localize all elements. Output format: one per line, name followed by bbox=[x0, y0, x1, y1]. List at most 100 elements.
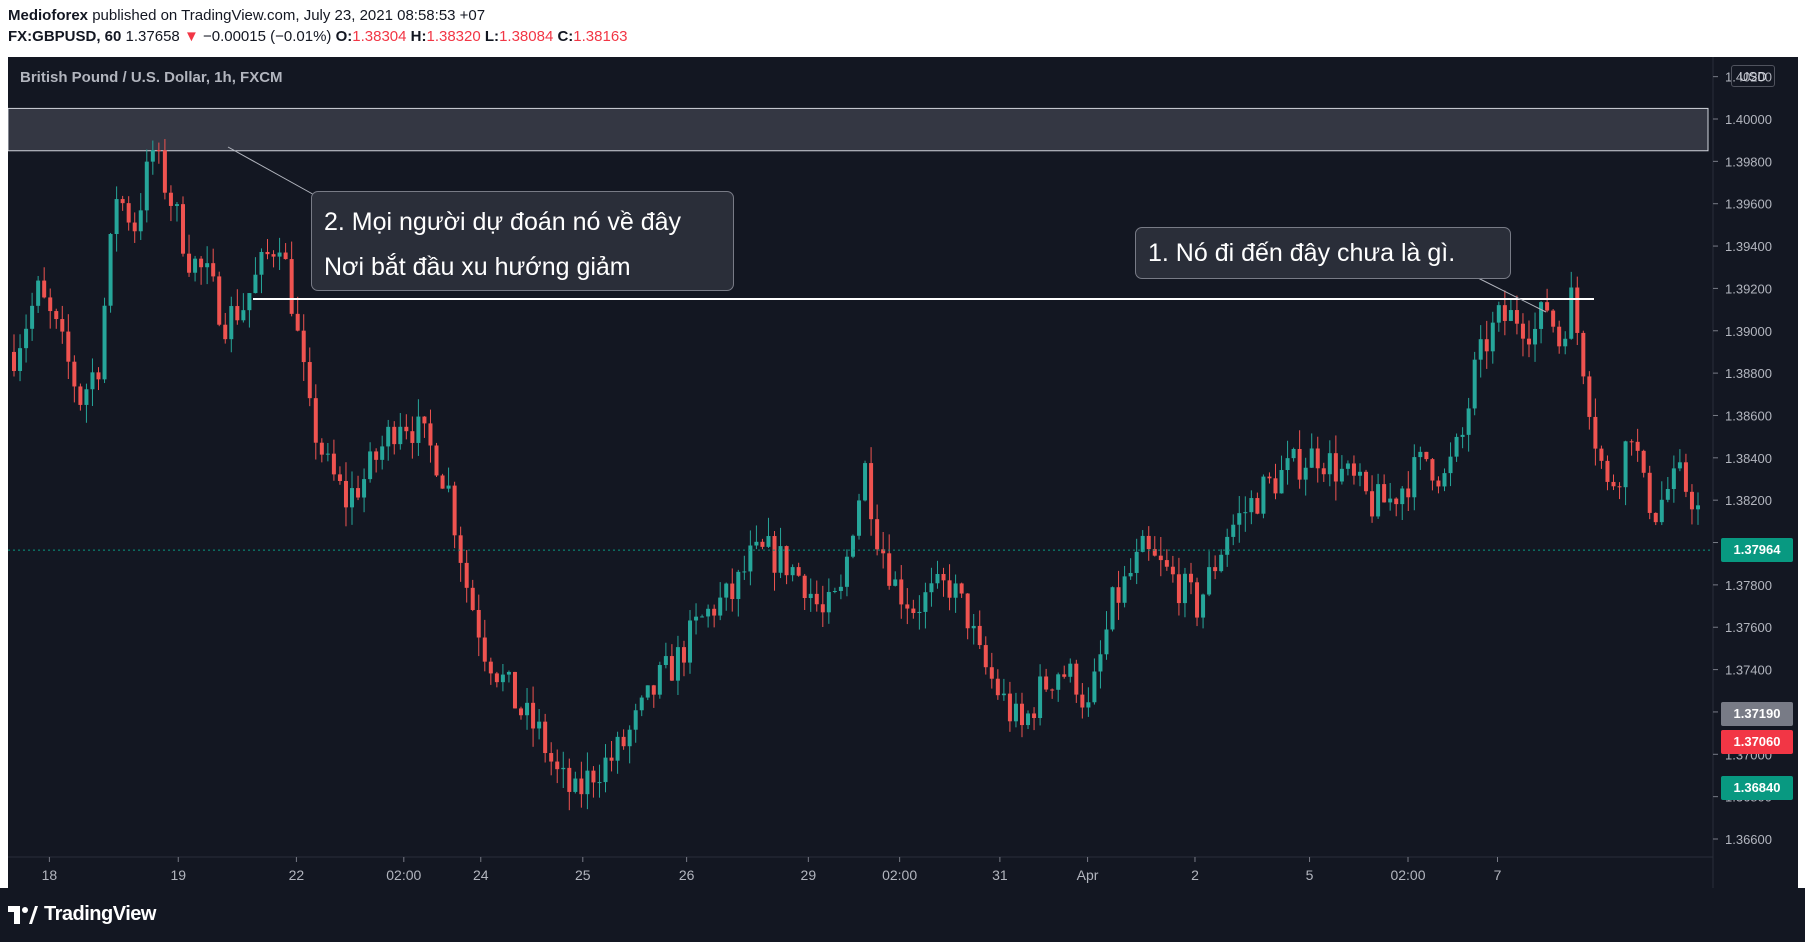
candle-body bbox=[1339, 468, 1344, 482]
candle-body bbox=[1581, 332, 1586, 377]
candle-body bbox=[1526, 338, 1531, 345]
candle-body bbox=[126, 203, 131, 223]
price-tick-label: 1.39600 bbox=[1725, 197, 1772, 212]
candle-body bbox=[1080, 694, 1085, 708]
candle-body bbox=[1104, 629, 1109, 655]
price-tick-label: 1.40000 bbox=[1725, 112, 1772, 127]
currency-label[interactable]: USD bbox=[1731, 65, 1775, 87]
candle-body bbox=[1068, 663, 1073, 677]
candle-body bbox=[211, 263, 216, 277]
price-tag[interactable]: 1.36840 bbox=[1721, 776, 1793, 801]
candle-body bbox=[1436, 480, 1441, 487]
candle-body bbox=[295, 313, 300, 331]
price-tick-label: 1.37800 bbox=[1725, 578, 1772, 593]
candle-body bbox=[748, 545, 753, 572]
candle-body bbox=[1689, 491, 1694, 510]
price-tag[interactable]: 1.37060 bbox=[1721, 729, 1793, 754]
candle-body bbox=[301, 330, 306, 363]
candle-body bbox=[1013, 703, 1018, 722]
candle-body bbox=[488, 661, 493, 674]
candle-body bbox=[935, 574, 940, 584]
candle-body bbox=[18, 348, 23, 371]
candle-body bbox=[1315, 448, 1320, 469]
ohlc-legend: FX:GBPUSD, 60 1.37658 ▼ −0.00015 (−0.01%… bbox=[8, 28, 628, 45]
candle-body bbox=[1677, 462, 1682, 469]
candle-body bbox=[1056, 674, 1061, 690]
candle-body bbox=[1460, 434, 1465, 437]
candle-body bbox=[941, 574, 946, 581]
callout-1[interactable]: 1. Nó đi đến đây chưa là gì. bbox=[1135, 227, 1511, 279]
candle-body bbox=[657, 665, 662, 695]
candle-body bbox=[398, 426, 403, 445]
tradingview-logo[interactable]: TradingView bbox=[8, 903, 156, 926]
candle-body bbox=[404, 426, 409, 432]
time-tick-label: 02:00 bbox=[882, 867, 917, 883]
candle-body bbox=[343, 481, 348, 508]
candle-body bbox=[1551, 310, 1556, 327]
candle-body bbox=[1062, 674, 1067, 677]
candle-body bbox=[609, 757, 614, 761]
candle-body bbox=[1388, 498, 1393, 503]
candle-body bbox=[820, 604, 825, 613]
callout-2[interactable]: 2. Mọi người dự đoán nó về đây Nơi bắt đ… bbox=[311, 191, 734, 291]
candle-body bbox=[621, 736, 626, 747]
candle-body bbox=[1351, 463, 1356, 476]
candle-body bbox=[1569, 287, 1574, 339]
price-chart[interactable]: 1.366001.368001.370001.372001.374001.376… bbox=[8, 57, 1798, 888]
candle-body bbox=[1158, 555, 1163, 561]
time-tick-label: 5 bbox=[1306, 867, 1314, 883]
candle-body bbox=[265, 251, 270, 255]
close-value: 1.38163 bbox=[573, 28, 628, 45]
candle-body bbox=[663, 656, 668, 666]
candle-body bbox=[307, 362, 312, 399]
price-tick-label: 1.39400 bbox=[1725, 239, 1772, 254]
time-tick-label: 24 bbox=[473, 867, 489, 883]
candle-body bbox=[1484, 339, 1489, 352]
candle-body bbox=[893, 579, 898, 586]
candle-body bbox=[1267, 476, 1272, 479]
time-tick-label: Apr bbox=[1077, 867, 1099, 883]
candle-body bbox=[1357, 471, 1362, 476]
author-name[interactable]: Medioforex bbox=[8, 7, 89, 24]
candle-body bbox=[1231, 524, 1236, 537]
candle-body bbox=[1273, 478, 1278, 494]
candle-body bbox=[1110, 587, 1115, 630]
price-tag[interactable]: 1.37964 bbox=[1721, 538, 1793, 563]
candle-body bbox=[790, 567, 795, 576]
candle-body bbox=[543, 721, 548, 754]
candle-body bbox=[645, 685, 650, 698]
candle-body bbox=[1665, 488, 1670, 500]
candle-body bbox=[784, 546, 789, 576]
candle-body bbox=[760, 541, 765, 547]
candle-body bbox=[1213, 567, 1218, 572]
candle-body bbox=[428, 423, 433, 446]
candle-body bbox=[1514, 310, 1519, 324]
candle-body bbox=[573, 778, 578, 792]
candle-body bbox=[1279, 470, 1284, 494]
candle-body bbox=[458, 535, 463, 563]
candle-body bbox=[917, 611, 922, 613]
candle-body bbox=[1448, 456, 1453, 474]
candle-body bbox=[881, 549, 886, 554]
candle-body bbox=[271, 254, 276, 257]
candle-body bbox=[42, 280, 47, 298]
candle-body bbox=[392, 426, 397, 445]
price-tag[interactable]: 1.37190 bbox=[1721, 702, 1793, 727]
candle-body bbox=[1255, 498, 1260, 514]
candle-body bbox=[416, 416, 421, 443]
candle-body bbox=[259, 251, 264, 275]
candle-body bbox=[337, 474, 342, 482]
candle-body bbox=[549, 753, 554, 762]
candle-body bbox=[1309, 448, 1314, 468]
candle-body bbox=[639, 697, 644, 711]
candle-body bbox=[1430, 459, 1435, 481]
candle-body bbox=[1044, 676, 1049, 690]
candle-body bbox=[1629, 441, 1634, 443]
candle-body bbox=[742, 571, 747, 573]
candle-body bbox=[1466, 408, 1471, 435]
candle-body bbox=[1050, 689, 1055, 691]
candle-body bbox=[1327, 453, 1332, 475]
price-tick-label: 1.37600 bbox=[1725, 620, 1772, 635]
chart-panel[interactable]: 1.366001.368001.370001.372001.374001.376… bbox=[8, 57, 1798, 888]
candle-body bbox=[1188, 573, 1193, 583]
